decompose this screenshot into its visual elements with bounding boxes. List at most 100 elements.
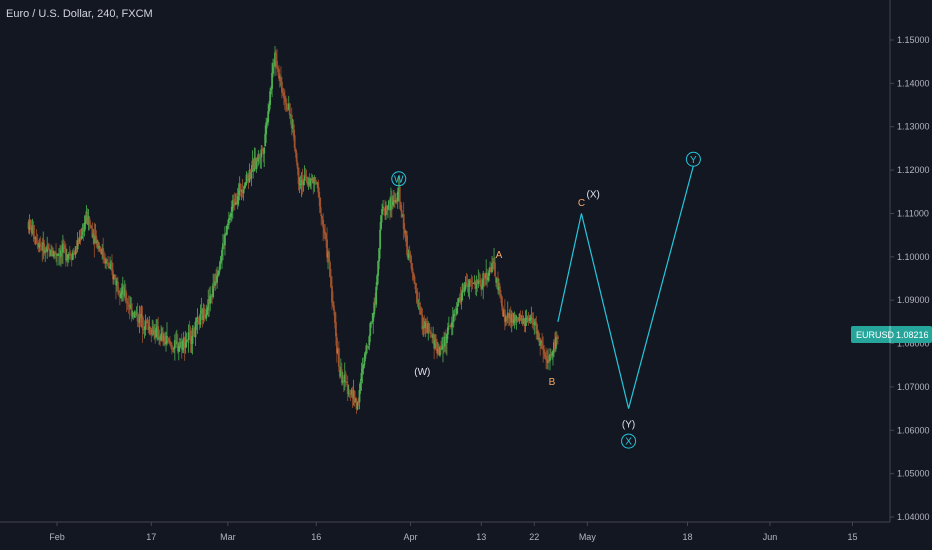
candle-down	[399, 202, 402, 211]
candle-down	[102, 248, 105, 258]
candle-up	[46, 245, 49, 252]
candle-down	[152, 326, 155, 335]
candle-down	[319, 197, 322, 213]
candle-down	[41, 247, 44, 252]
candle-up	[401, 215, 404, 217]
candle-up	[427, 323, 430, 333]
candle-up	[81, 227, 84, 235]
candle-up	[202, 308, 205, 320]
candle-down	[349, 394, 352, 396]
candle-down	[30, 225, 33, 233]
candle-up	[391, 201, 394, 206]
candle-up	[250, 172, 253, 179]
candle-up	[272, 63, 274, 74]
candle-down	[254, 158, 257, 169]
candle-up	[31, 226, 34, 234]
candle-down	[535, 321, 538, 334]
candle-down	[280, 77, 282, 82]
last-price-badge-bg	[851, 326, 932, 343]
candle-up	[228, 218, 231, 219]
candle-up	[200, 310, 203, 313]
candle-down	[93, 234, 96, 244]
candle-up	[362, 364, 365, 369]
candle-up	[508, 314, 511, 318]
candle-down	[355, 399, 358, 409]
candle-down	[318, 191, 321, 199]
candle-up	[195, 321, 198, 322]
wave-label: A	[496, 250, 503, 261]
price-tick-label: 1.07000	[897, 382, 930, 392]
time-tick-label: 13	[476, 532, 486, 542]
candle-up	[224, 234, 226, 246]
candle-down	[186, 339, 189, 341]
candle-down	[139, 313, 142, 319]
candle-up	[50, 249, 53, 256]
candle-down	[390, 197, 393, 206]
candle-down	[413, 276, 416, 284]
candle-down	[539, 338, 542, 346]
candle-up	[131, 313, 134, 317]
candle-up	[385, 206, 387, 215]
candle-down	[277, 68, 279, 70]
candle-up	[520, 318, 523, 321]
wave-label: X	[625, 437, 632, 448]
candle-down	[509, 314, 512, 323]
candle-down	[273, 62, 275, 66]
time-axis[interactable]: Feb 17 Mar 16 Apr 13 22 May 18 Jun 15	[0, 521, 890, 542]
candle-down	[471, 283, 474, 285]
candle-down	[256, 157, 259, 162]
candle-down	[555, 336, 558, 338]
candle-down	[142, 329, 145, 331]
candle-up	[84, 221, 87, 225]
price-tick-label: 1.04000	[897, 512, 930, 522]
candle-down	[69, 253, 72, 257]
candle-down	[107, 262, 109, 267]
candle-down	[159, 338, 162, 341]
candle-down	[321, 215, 324, 219]
candle-down	[426, 323, 429, 334]
candle-down	[261, 148, 264, 152]
candle-down	[281, 92, 284, 94]
candle-up	[498, 286, 500, 290]
candle-down	[383, 207, 385, 210]
candle-down	[499, 286, 501, 293]
candle-up	[129, 304, 132, 309]
candle-up	[217, 273, 219, 276]
candle-down	[366, 346, 369, 348]
candle-down	[403, 228, 406, 234]
candle-up	[222, 243, 224, 250]
candle-up	[463, 287, 466, 292]
candle-down	[54, 251, 56, 254]
candle-up	[151, 327, 154, 335]
candle-up	[316, 182, 319, 184]
candle-down	[419, 306, 422, 310]
candle-down	[45, 249, 48, 252]
candle-down	[531, 318, 534, 319]
candle-down	[29, 219, 32, 226]
candle-up	[229, 213, 232, 217]
candle-down	[48, 248, 51, 251]
candle-down	[308, 183, 311, 187]
candle-up	[87, 216, 90, 225]
candle-up	[66, 254, 69, 259]
price-tick-label: 1.15000	[897, 35, 930, 45]
candle-down	[474, 282, 477, 289]
wave-label: (X)	[587, 189, 600, 200]
price-tick-label: 1.06000	[897, 425, 930, 435]
candle-down	[43, 243, 46, 254]
candle-up	[182, 337, 185, 342]
candle-up	[274, 52, 276, 67]
candle-down	[99, 247, 102, 251]
candle-down	[108, 266, 110, 269]
candle-down	[435, 339, 437, 344]
candle-up	[209, 295, 212, 304]
candle-down	[492, 261, 494, 263]
candle-down	[500, 296, 503, 307]
candle-up	[110, 263, 112, 266]
wave-label-circle	[391, 171, 407, 187]
price-axis[interactable]: 1.15000 1.14000 1.13000 1.12000 1.11000 1.100…	[889, 0, 930, 522]
candle-down	[353, 390, 356, 404]
candle-up	[397, 187, 400, 193]
candle-down	[459, 297, 462, 302]
